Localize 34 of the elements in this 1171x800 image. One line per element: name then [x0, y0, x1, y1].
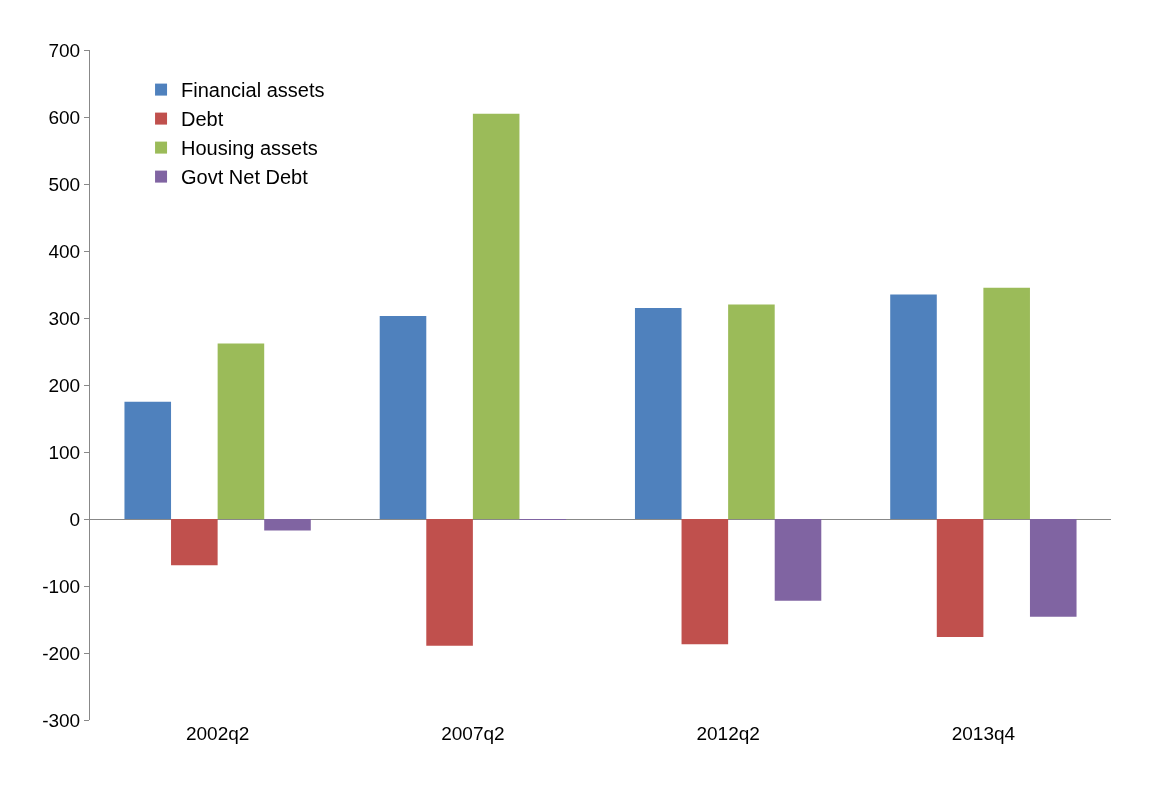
bar	[264, 519, 311, 531]
bar	[379, 315, 427, 519]
x-tick-label: 2007q2	[441, 723, 505, 744]
bar	[774, 519, 822, 601]
bar	[1029, 519, 1077, 617]
y-tick-label: 400	[48, 240, 81, 262]
y-tick-label: 200	[48, 374, 81, 396]
y-tick-label: -200	[42, 642, 81, 664]
x-tick-label: 2002q2	[185, 723, 250, 744]
bar	[217, 343, 265, 519]
bar	[124, 401, 172, 519]
x-tick-label: 2012q2	[696, 723, 760, 744]
legend-label: Debt	[181, 108, 224, 131]
legend-label: Govt Net Debt	[181, 166, 309, 189]
bar	[890, 294, 937, 519]
y-tick-label: 700	[48, 39, 81, 61]
y-tick-label: -300	[42, 709, 81, 731]
bar	[634, 307, 682, 519]
y-tick-label: 600	[48, 106, 81, 128]
legend-label: Financial assets	[181, 79, 325, 102]
y-tick-label: 300	[48, 307, 81, 329]
bar	[936, 519, 984, 637]
y-tick-label: 100	[48, 441, 81, 463]
bar	[426, 519, 473, 646]
bar	[728, 304, 775, 519]
x-tick-label: 2013q4	[951, 723, 1016, 744]
bar	[983, 287, 1030, 519]
bar	[681, 519, 729, 645]
bar	[171, 519, 218, 566]
y-tick-label: 0	[69, 508, 81, 530]
legend-label: Housing assets	[181, 137, 318, 160]
y-tick-label: -100	[42, 575, 81, 597]
y-tick-label: 500	[48, 173, 81, 195]
bar	[472, 113, 520, 519]
